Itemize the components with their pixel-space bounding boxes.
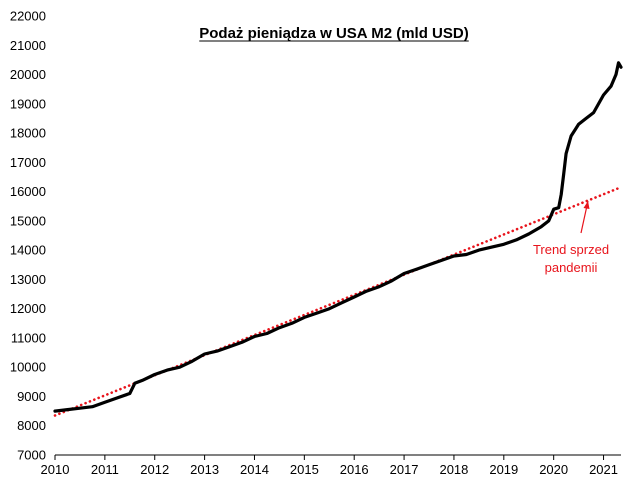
y-tick-label: 20000 [10,67,46,82]
y-tick-label: 8000 [17,418,46,433]
y-tick-label: 19000 [10,96,46,111]
chart-title: Podaż pieniądza w USA M2 (mld USD) [199,25,468,42]
x-tick-label: 2013 [190,462,219,477]
x-tick-label: 2021 [589,462,618,477]
x-axis: 2010 2011 2012 2013 2014 2015 2016 2017 2018 2019… [41,455,618,477]
y-tick-label: 9000 [17,389,46,404]
x-tick-label: 2017 [390,462,419,477]
trend-annotation: Trend sprzed pandemii [533,200,609,275]
y-tick-label: 7000 [17,448,46,463]
y-tick-label: 16000 [10,184,46,199]
x-tick-label: 2010 [41,462,70,477]
y-tick-label: 12000 [10,301,46,316]
y-tick-label: 17000 [10,155,46,170]
y-tick-label: 11000 [11,330,46,345]
annotation-line-2: pandemii [545,260,598,275]
x-tick-label: 2015 [290,462,319,477]
x-tick-label: 2016 [340,462,369,477]
x-tick-label: 2019 [489,462,518,477]
m2-series-line [53,61,623,413]
y-tick-label: 14000 [10,243,46,258]
annotation-line-1: Trend sprzed [533,242,609,257]
annotation-arrowhead [583,201,590,209]
y-tick-label: 18000 [10,126,46,141]
y-tick-label: 15000 [10,213,46,228]
x-tick-label: 2011 [91,462,119,477]
x-tick-label: 2018 [439,462,468,477]
y-tick-label: 22000 [10,9,46,24]
y-tick-label: 21000 [10,38,46,53]
x-tick-label: 2020 [539,462,568,477]
x-tick-label: 2014 [240,462,269,477]
pre-pandemic-trend-line [53,185,623,417]
y-axis: 7000 8000 9000 10000 11000 12000 13000 14000 150… [10,9,46,463]
y-tick-label: 13000 [10,272,46,287]
x-tick-label: 2012 [140,462,169,477]
y-tick-label: 10000 [10,360,46,375]
